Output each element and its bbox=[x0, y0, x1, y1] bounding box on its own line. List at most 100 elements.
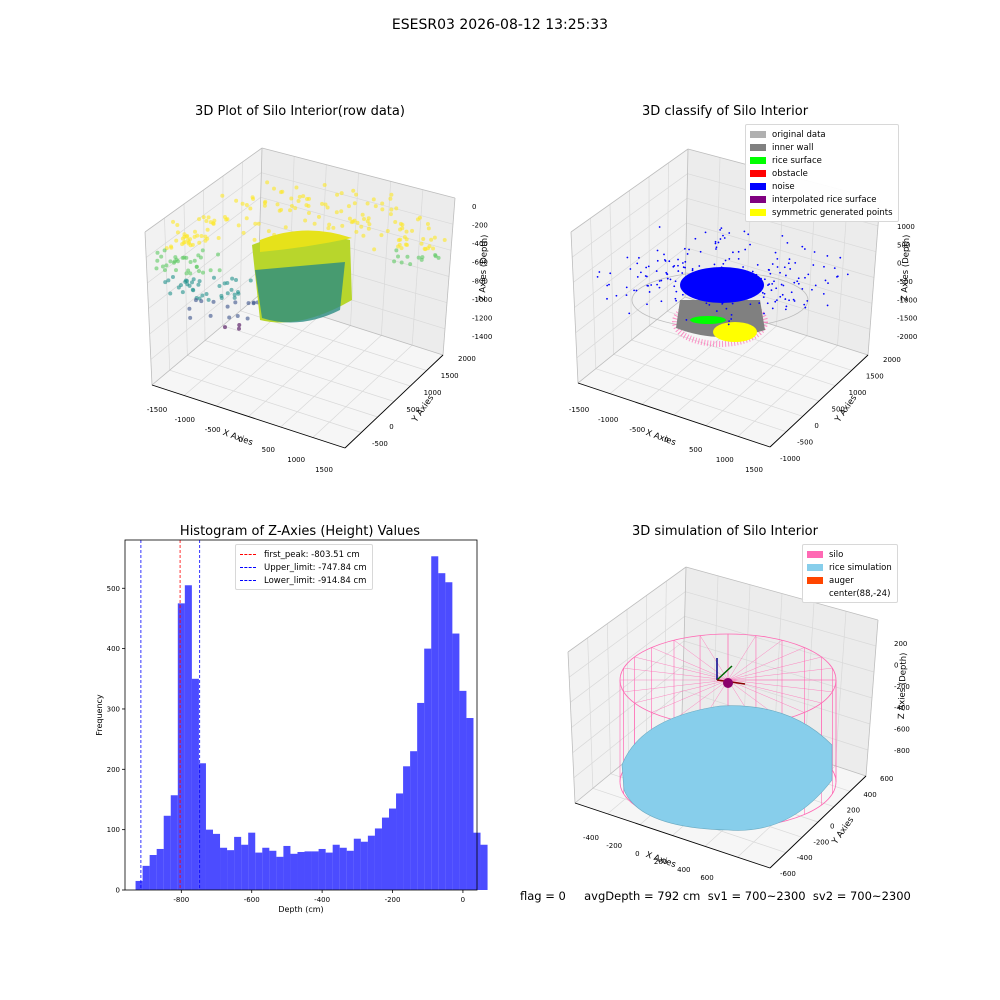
noise-point bbox=[608, 283, 610, 286]
pane-edge bbox=[685, 566, 879, 621]
data-point bbox=[432, 235, 437, 240]
z-tick-label: -1000 bbox=[472, 296, 492, 304]
y-tick-label: -200 bbox=[813, 838, 829, 846]
data-point bbox=[222, 325, 227, 330]
y-axis-label: Y Axies bbox=[830, 815, 857, 847]
classify-legend: original data inner wall rice surface obsta… bbox=[745, 124, 899, 222]
data-point bbox=[394, 248, 399, 253]
silo-wireframe bbox=[651, 647, 729, 681]
pane-edge bbox=[681, 566, 687, 716]
histogram-bar bbox=[459, 690, 467, 890]
z-tick-label: -200 bbox=[894, 683, 910, 691]
histogram-bar bbox=[170, 795, 178, 890]
noise-point bbox=[682, 282, 684, 285]
data-point bbox=[307, 196, 312, 201]
legend-swatch bbox=[240, 567, 256, 568]
noise-point bbox=[646, 284, 649, 287]
data-point bbox=[297, 194, 302, 199]
noise-point bbox=[803, 248, 806, 250]
x-axis-label: X Axies bbox=[644, 850, 677, 870]
x-tick-label: -600 bbox=[244, 896, 260, 904]
silo-wireframe bbox=[727, 647, 805, 681]
data-point bbox=[183, 278, 188, 283]
noise-point bbox=[813, 251, 816, 253]
noise-point bbox=[674, 280, 677, 283]
silo-wireframe bbox=[673, 640, 729, 681]
noise-point bbox=[726, 288, 729, 290]
legend-label: original data bbox=[772, 129, 826, 140]
noise-point bbox=[794, 261, 797, 264]
data-point bbox=[170, 275, 175, 280]
noise-point bbox=[636, 276, 639, 278]
histogram-bar bbox=[410, 751, 418, 890]
data-point bbox=[347, 216, 352, 221]
noise-point bbox=[721, 302, 724, 305]
data-point bbox=[288, 208, 293, 213]
noise-point bbox=[625, 294, 628, 297]
legend-item: auger bbox=[807, 574, 892, 587]
data-point bbox=[279, 207, 284, 212]
data-point bbox=[265, 180, 270, 185]
data-point bbox=[162, 248, 167, 253]
noise-point bbox=[734, 294, 736, 297]
noise-point bbox=[735, 297, 738, 300]
x-tick-label: 0 bbox=[461, 896, 465, 904]
data-point bbox=[241, 230, 246, 235]
legend-label: interpolated rice surface bbox=[772, 194, 877, 205]
histogram-bar bbox=[304, 851, 312, 890]
x-tick-label: -800 bbox=[173, 896, 189, 904]
data-point bbox=[197, 279, 202, 284]
data-point bbox=[392, 259, 397, 264]
noise-point bbox=[677, 264, 679, 267]
noise-point bbox=[771, 263, 774, 265]
data-point bbox=[230, 276, 235, 281]
noise-point bbox=[633, 289, 635, 292]
data-point bbox=[196, 282, 201, 287]
data-point bbox=[359, 224, 364, 229]
data-point bbox=[442, 238, 447, 243]
noise-point bbox=[660, 279, 663, 282]
data-point bbox=[293, 206, 298, 211]
z-tick-label: -1400 bbox=[472, 333, 492, 341]
noise-point bbox=[779, 271, 781, 274]
noise-point bbox=[737, 250, 740, 253]
data-point bbox=[162, 268, 167, 273]
data-point bbox=[184, 255, 189, 260]
x-tick-label: -500 bbox=[205, 426, 221, 434]
noise-point bbox=[684, 266, 686, 269]
noise-point bbox=[708, 304, 711, 306]
silo-wireframe bbox=[699, 635, 729, 681]
noise-point bbox=[836, 275, 838, 278]
data-point bbox=[211, 299, 216, 304]
data-point bbox=[235, 313, 240, 318]
legend-label: first_peak: -803.51 cm bbox=[264, 549, 360, 560]
histogram-bar bbox=[255, 852, 263, 890]
data-point bbox=[365, 219, 370, 224]
data-point bbox=[185, 282, 190, 287]
noise-point bbox=[675, 299, 678, 302]
noise-point bbox=[689, 284, 692, 287]
silo-simulation bbox=[619, 633, 837, 831]
noise-point bbox=[714, 240, 717, 243]
data-point bbox=[196, 253, 201, 258]
noise-point bbox=[751, 291, 753, 294]
data-point bbox=[426, 226, 431, 231]
x-tick-label: -1500 bbox=[569, 406, 589, 414]
z-tick-label: -400 bbox=[894, 704, 910, 712]
point-cloud bbox=[154, 180, 447, 331]
noise-point bbox=[685, 319, 688, 321]
noise-point bbox=[688, 248, 690, 251]
data-point bbox=[171, 219, 176, 224]
pane-edge bbox=[570, 148, 689, 233]
histogram-bar bbox=[198, 763, 206, 890]
noise-point bbox=[666, 277, 669, 280]
noise-point bbox=[720, 227, 723, 230]
data-point bbox=[203, 238, 208, 243]
x-tick-label: 1500 bbox=[315, 466, 333, 474]
noise-point bbox=[755, 273, 758, 276]
data-point bbox=[280, 189, 285, 194]
noise-point bbox=[705, 302, 708, 305]
z-tick-label: -200 bbox=[472, 222, 488, 230]
noise-point bbox=[681, 262, 684, 264]
